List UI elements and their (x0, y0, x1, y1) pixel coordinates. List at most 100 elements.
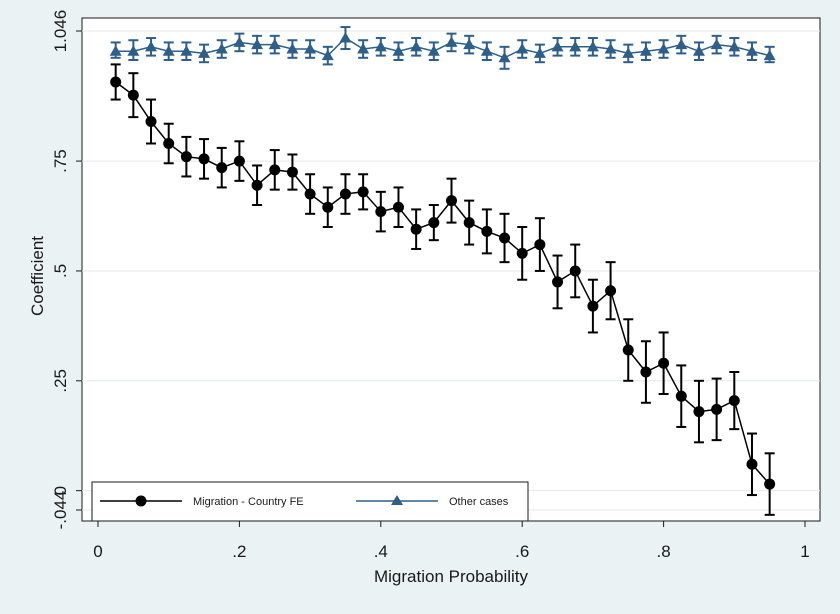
point-migration-11 (304, 188, 316, 200)
x-tick-label-5: 1 (800, 542, 809, 561)
point-migration-21 (481, 225, 493, 237)
point-other-26 (569, 40, 582, 52)
point-migration-10 (286, 166, 298, 178)
point-migration-30 (640, 366, 652, 378)
y-tick-label-2: .25 (51, 369, 70, 393)
point-other-14 (357, 43, 370, 54)
point-other-27 (586, 40, 599, 52)
point-other-18 (427, 45, 440, 56)
point-migration-16 (392, 201, 404, 213)
point-migration-34 (711, 403, 723, 415)
x-tick-label-1: .2 (232, 542, 246, 561)
point-other-7 (233, 36, 246, 47)
point-migration-36 (746, 458, 758, 470)
x-tick-label-2: .4 (374, 542, 388, 561)
point-migration-22 (499, 232, 511, 244)
legend-marker-migration (135, 495, 147, 507)
point-migration-28 (605, 285, 617, 297)
point-other-30 (639, 45, 652, 56)
point-migration-9 (269, 164, 281, 176)
point-other-31 (657, 43, 670, 54)
point-other-3 (162, 45, 175, 56)
point-migration-4 (180, 151, 192, 163)
point-migration-20 (463, 217, 475, 229)
x-axis: 0 .2 .4 .6 .8 1 (93, 521, 810, 561)
x-tick-label-0: 0 (93, 542, 102, 561)
x-tick-label-3: .6 (515, 542, 529, 561)
point-migration-13 (339, 188, 351, 200)
point-migration-1 (127, 89, 139, 101)
series-other (109, 26, 776, 70)
point-other-29 (622, 47, 635, 58)
point-migration-5 (198, 153, 210, 165)
point-other-15 (374, 40, 387, 52)
point-migration-15 (375, 206, 387, 218)
point-other-36 (745, 45, 758, 56)
legend-label-migration: Migration - Country FE (193, 496, 304, 508)
y-tick-label-0: -.044 (51, 491, 70, 530)
point-migration-24 (534, 239, 546, 251)
point-other-5 (198, 47, 211, 58)
point-other-6 (215, 43, 228, 54)
series-migration (110, 63, 776, 516)
y-tick-label-5: 1.046 (51, 10, 70, 53)
point-migration-29 (622, 344, 634, 356)
point-migration-35 (728, 395, 740, 407)
y-tick-label-3: .5 (51, 264, 70, 278)
plot-area (81, 17, 821, 522)
point-migration-3 (163, 137, 175, 149)
point-other-8 (251, 38, 264, 50)
point-migration-23 (516, 247, 528, 259)
point-other-17 (410, 40, 423, 52)
point-other-0 (109, 45, 122, 56)
point-migration-12 (322, 201, 334, 213)
point-migration-0 (110, 76, 122, 88)
point-other-22 (498, 51, 511, 63)
point-migration-19 (446, 195, 457, 207)
point-other-12 (321, 49, 334, 61)
point-other-33 (692, 45, 705, 56)
point-other-32 (675, 38, 688, 50)
series-layer (109, 26, 776, 516)
point-migration-18 (428, 217, 440, 229)
point-migration-25 (552, 276, 564, 288)
point-other-11 (304, 43, 317, 54)
point-migration-14 (357, 186, 369, 198)
y-tick-label-4: .75 (51, 149, 70, 173)
point-migration-2 (145, 116, 157, 128)
point-migration-17 (410, 223, 422, 235)
point-migration-7 (233, 155, 245, 167)
x-tick-label-4: .8 (657, 542, 671, 561)
point-other-19 (445, 36, 458, 47)
legend-marker-other (391, 495, 403, 505)
point-migration-8 (251, 179, 263, 191)
point-other-2 (145, 40, 158, 52)
point-other-1 (127, 45, 140, 56)
point-other-25 (551, 40, 564, 52)
point-migration-37 (764, 478, 776, 490)
point-other-34 (710, 38, 723, 50)
legend-label-other: Other cases (449, 496, 509, 508)
legend: Migration - Country FE Other cases (91, 481, 529, 522)
point-other-4 (180, 45, 193, 56)
point-other-24 (533, 47, 546, 58)
point-other-23 (516, 43, 529, 54)
point-migration-32 (675, 390, 687, 402)
point-migration-33 (693, 406, 705, 418)
y-tick-label-1: 0 (51, 486, 70, 495)
point-other-20 (463, 38, 476, 50)
point-other-13 (339, 32, 352, 43)
point-other-10 (286, 43, 299, 54)
point-migration-6 (216, 162, 228, 174)
point-other-21 (480, 45, 493, 56)
point-other-9 (268, 38, 281, 50)
point-other-16 (392, 45, 405, 56)
y-axis-title: Coefficient (28, 236, 47, 316)
point-migration-31 (658, 357, 670, 369)
point-other-35 (728, 40, 741, 52)
x-axis-title: Migration Probability (374, 567, 529, 586)
point-migration-27 (587, 300, 599, 312)
point-other-28 (604, 43, 617, 54)
